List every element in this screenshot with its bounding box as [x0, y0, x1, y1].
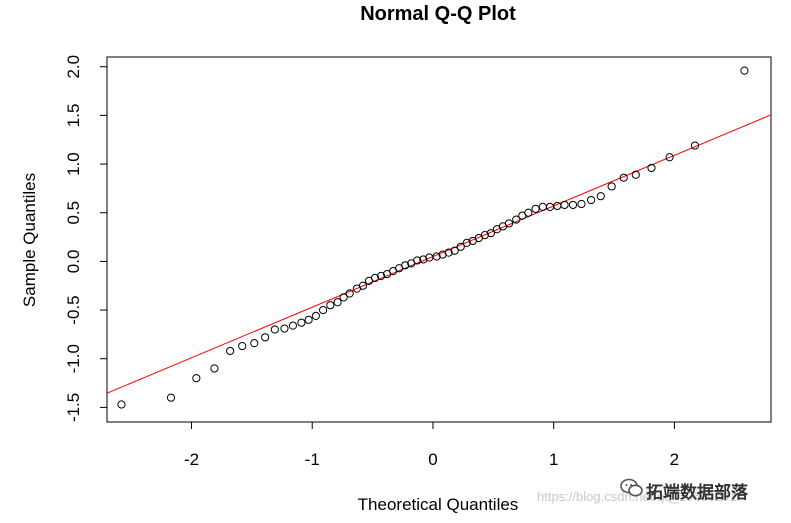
plot-frame: [106, 56, 772, 423]
wechat-icon: [620, 477, 644, 504]
data-point: [438, 250, 447, 259]
data-point: [304, 315, 313, 324]
x-axis: -2 -1 0 1 2: [184, 421, 679, 469]
data-point: [432, 252, 441, 261]
y-tick-label: -1.0: [64, 344, 83, 373]
data-point: [413, 256, 422, 265]
data-point: [333, 298, 342, 307]
data-point: [462, 238, 471, 248]
data-point: [250, 339, 259, 348]
data-point: [339, 293, 348, 302]
data-point: [358, 281, 368, 290]
data-point: [370, 273, 380, 283]
data-point: [319, 305, 328, 315]
data-point: [210, 364, 219, 373]
watermark-url: https://blog.csdn.net/qq_19600291: [537, 489, 737, 504]
data-point: [504, 219, 514, 228]
data-point: [538, 202, 547, 211]
x-tick-label: 0: [428, 450, 437, 469]
data-point: [226, 346, 235, 356]
data-point: [117, 400, 126, 409]
y-tick-label: 2.0: [64, 55, 83, 79]
y-tick-label: 1.5: [64, 104, 83, 128]
points-layer: [117, 66, 749, 409]
data-point: [376, 271, 386, 281]
watermark-brand: 拓端数据部落: [646, 483, 748, 503]
data-point: [326, 301, 335, 310]
y-tick-label: 0.0: [64, 250, 83, 274]
data-point: [596, 192, 605, 201]
y-tick-label: 0.5: [64, 201, 83, 225]
data-point: [577, 199, 586, 209]
x-tick-label: 2: [670, 450, 679, 469]
data-point: [665, 153, 674, 162]
data-point: [486, 229, 496, 238]
data-point: [647, 163, 656, 173]
data-point: [560, 200, 569, 210]
data-point: [740, 66, 749, 75]
y-axis: -1.5 -1.0 -0.5 0.0 0.5 1.0 1.5 2.0: [64, 55, 108, 422]
data-point: [531, 204, 540, 213]
data-point: [192, 374, 201, 383]
data-point: [280, 324, 289, 333]
data-point: [480, 231, 489, 240]
data-point: [238, 341, 247, 351]
data-point: [690, 141, 700, 150]
data-point: [297, 318, 306, 327]
data-point: [444, 248, 453, 257]
x-tick-label: 1: [549, 450, 558, 469]
data-point: [288, 321, 298, 330]
data-point: [587, 195, 596, 205]
data-point: [456, 242, 465, 251]
data-point: [512, 215, 521, 224]
y-tick-label: -0.5: [64, 295, 83, 324]
y-tick-label: 1.0: [64, 152, 83, 176]
data-point: [568, 200, 578, 210]
data-point: [419, 255, 428, 264]
x-tick-label: -1: [305, 450, 320, 469]
chart-title: Normal Q-Q Plot: [360, 3, 516, 25]
data-point: [270, 325, 279, 334]
data-point: [631, 170, 640, 179]
data-point: [524, 208, 533, 217]
x-tick-label: -2: [184, 450, 199, 469]
y-tick-label: -1.5: [64, 393, 83, 422]
data-point: [166, 393, 176, 402]
y-axis-label: Sample Quantiles: [20, 173, 39, 307]
data-point: [345, 289, 354, 298]
data-point: [261, 333, 270, 342]
data-point: [450, 246, 459, 255]
x-axis-label: Theoretical Quantiles: [358, 495, 519, 514]
data-point: [311, 311, 320, 321]
data-point: [401, 261, 410, 270]
data-point: [619, 173, 628, 182]
data-point: [607, 182, 616, 191]
